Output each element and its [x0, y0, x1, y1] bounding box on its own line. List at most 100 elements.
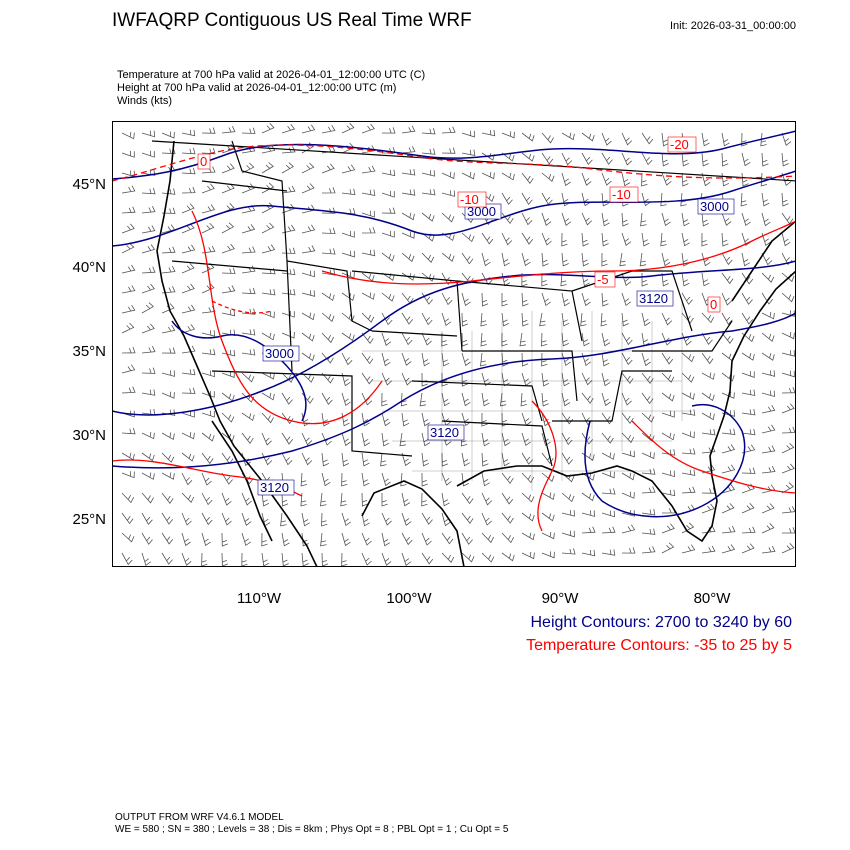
- wind-barb: [321, 472, 331, 487]
- wind-barb: [401, 352, 412, 366]
- wind-barb: [361, 452, 370, 467]
- wind-barb: [341, 392, 351, 407]
- wind-barb: [221, 512, 232, 526]
- wind-barb: [661, 152, 669, 167]
- wind-barb: [661, 489, 676, 497]
- wind-barb: [221, 126, 236, 134]
- wind-barb: [161, 207, 176, 214]
- wind-barb: [141, 492, 154, 504]
- wind-barb: [201, 330, 216, 337]
- wind-barb: [121, 264, 136, 274]
- wind-barb: [201, 348, 216, 356]
- wind-barb: [241, 127, 256, 134]
- wind-barb: [141, 552, 151, 567]
- wind-barb: [121, 131, 135, 140]
- wind-barb: [361, 412, 370, 427]
- height-contour-label: 3000: [467, 204, 496, 219]
- wind-barb: [601, 526, 616, 534]
- wind-barb: [600, 312, 608, 327]
- wind-barb: [201, 183, 215, 194]
- wind-barb: [341, 512, 351, 527]
- wind-barb: [341, 122, 355, 134]
- wind-barb: [241, 372, 255, 383]
- wind-barb: [540, 332, 548, 347]
- wind-barb: [481, 292, 489, 307]
- wind-barb: [581, 272, 590, 287]
- wind-barb: [381, 127, 396, 134]
- wind-barb: [461, 272, 474, 284]
- wind-barb: [781, 192, 789, 207]
- wind-barb: [241, 412, 255, 422]
- footer-config: WE = 580 ; SN = 380 ; Levels = 38 ; Dis …: [115, 824, 509, 835]
- height-contour-label: 3120: [639, 291, 668, 306]
- wind-barb: [241, 492, 252, 506]
- wind-barb: [181, 203, 195, 214]
- wind-barb: [201, 452, 214, 465]
- wind-barb: [521, 192, 533, 205]
- wind-barb: [201, 492, 213, 506]
- wind-barb: [381, 292, 395, 302]
- height-contour-label-box: [257, 479, 295, 496]
- wind-barb: [601, 432, 614, 444]
- wind-barb: [681, 292, 693, 305]
- wind-barb: [661, 252, 671, 267]
- wind-barb: [320, 532, 327, 547]
- wind-barb: [161, 432, 175, 441]
- wind-barb: [321, 372, 334, 384]
- wind-barb: [601, 471, 615, 479]
- wind-barb: [781, 506, 796, 514]
- wind-barb: [441, 252, 455, 262]
- wind-barb: [721, 312, 733, 325]
- wind-barb: [581, 332, 590, 347]
- wind-barb: [461, 130, 475, 138]
- wind-barb: [601, 392, 611, 407]
- wind-barb: [561, 452, 573, 465]
- wind-barb: [461, 492, 474, 505]
- wind-barb: [741, 272, 754, 285]
- wind-barb: [280, 512, 287, 527]
- wind-barb: [521, 432, 531, 447]
- wind-barb: [481, 512, 492, 526]
- wind-barb: [641, 509, 656, 516]
- wind-barb: [781, 543, 795, 554]
- wind-barb: [121, 206, 136, 214]
- wind-barb: [381, 372, 392, 386]
- wind-barb: [141, 302, 154, 314]
- wind-barb: [721, 172, 730, 187]
- wind-barb: [621, 524, 636, 534]
- wind-barb: [501, 452, 510, 467]
- wind-barb: [541, 252, 549, 267]
- height-contour-label: 3000: [265, 346, 294, 361]
- wind-barb: [241, 532, 251, 547]
- wind-barb: [401, 272, 415, 281]
- wind-barb: [181, 324, 196, 334]
- height-contour-label-box: [636, 290, 674, 307]
- wind-barb: [321, 512, 328, 527]
- temperature-contour-label: -10: [612, 187, 631, 202]
- wind-barb: [281, 123, 296, 134]
- wind-barb: [381, 412, 391, 427]
- lat-label-35: 35°N: [72, 343, 106, 360]
- wind-barb: [601, 332, 611, 347]
- height-contour-label: 3120: [430, 425, 459, 440]
- wind-barb: [521, 312, 529, 327]
- wind-barb: [541, 152, 554, 165]
- wind-barb: [181, 283, 195, 294]
- wind-barb: [501, 432, 511, 447]
- wind-barb: [661, 542, 675, 554]
- wind-barb: [161, 472, 175, 480]
- wind-barb: [141, 225, 156, 234]
- wind-barb: [741, 444, 756, 454]
- wind-barb: [341, 352, 353, 366]
- wind-barb: [461, 312, 469, 327]
- lat-label-45: 45°N: [72, 176, 106, 193]
- wind-barb: [141, 532, 153, 545]
- wind-barb: [761, 252, 773, 266]
- wind-barb: [721, 428, 736, 435]
- wind-barb: [441, 552, 455, 563]
- wind-barb: [541, 172, 555, 182]
- wind-barb: [281, 532, 290, 547]
- wind-barb: [521, 232, 534, 245]
- wind-barb: [521, 212, 533, 226]
- wind-barb: [181, 129, 196, 137]
